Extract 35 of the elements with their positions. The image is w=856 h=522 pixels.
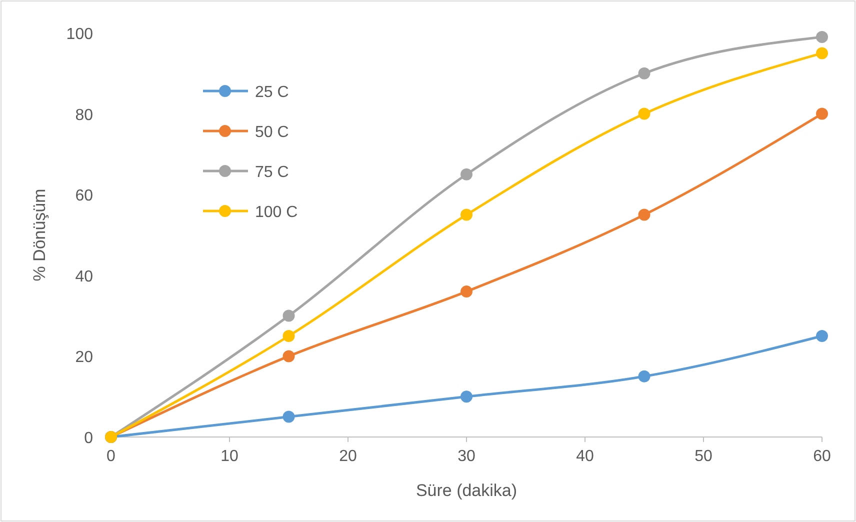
point [460, 168, 472, 180]
x-tick-label: 20 [339, 448, 357, 465]
point [816, 108, 828, 120]
y-tick-label: 0 [84, 430, 94, 447]
x-tick-label: 50 [694, 448, 712, 465]
legend-label: 100 C [255, 204, 298, 221]
x-tick-label: 40 [576, 448, 594, 465]
point [638, 370, 650, 382]
legend-label: 75 C [255, 164, 289, 181]
y-tick-label: 20 [75, 349, 94, 366]
y-tick-label: 80 [75, 106, 94, 124]
point [460, 208, 472, 221]
point [638, 208, 650, 221]
point [460, 390, 472, 403]
y-axis-title: % Dönüşüm [30, 188, 49, 282]
x-axis-title: Süre (dakika) [416, 481, 518, 500]
legend-label: 25 C [255, 84, 289, 101]
y-tick-label: 100 [66, 26, 94, 43]
point [816, 47, 828, 60]
point [638, 108, 650, 120]
y-tick-label: 40 [75, 268, 94, 286]
point [460, 286, 472, 298]
x-tick-label: 0 [106, 448, 116, 465]
point [816, 330, 828, 342]
legend-label: 50 C [255, 124, 289, 141]
point [282, 330, 295, 342]
point [816, 31, 828, 44]
x-tick-label: 30 [458, 448, 476, 465]
point [282, 410, 295, 423]
y-tick-label: 60 [75, 188, 94, 205]
x-tick-label: 10 [220, 448, 238, 465]
point [282, 310, 295, 322]
x-tick-label: 60 [813, 448, 831, 465]
point [638, 67, 650, 80]
point [282, 350, 295, 362]
